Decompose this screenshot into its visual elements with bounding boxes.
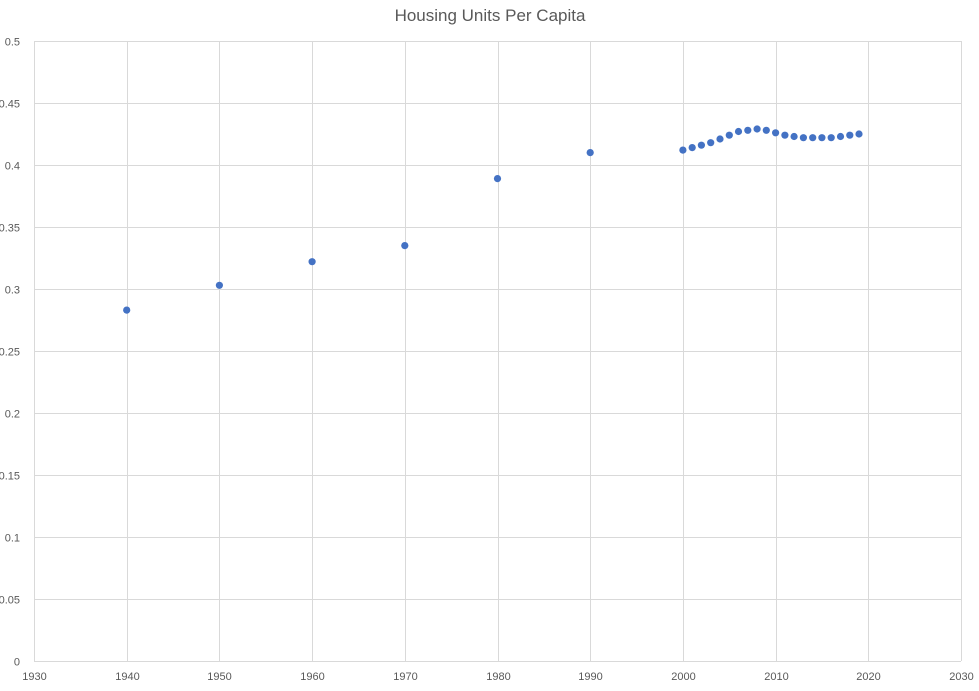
data-point (215, 281, 223, 289)
x-tick-label: 1970 (393, 671, 417, 683)
data-point (790, 132, 798, 141)
y-tick-label: 0.35 (0, 223, 20, 235)
y-tick-label: 0.3 (5, 285, 20, 297)
axes (34, 41, 961, 662)
data-point (772, 129, 780, 137)
data-point (734, 127, 743, 136)
data-point (725, 131, 733, 139)
y-tick-label: 0.05 (0, 595, 20, 607)
x-tick-label: 2030 (949, 671, 973, 683)
x-tick-label: 1930 (22, 671, 46, 683)
data-point (781, 131, 789, 139)
x-tick-label: 1960 (300, 671, 324, 683)
y-tick-label: 0.45 (0, 99, 20, 111)
y-tick-label: 0.1 (5, 533, 20, 545)
data-point (123, 306, 131, 314)
x-tick-label: 1950 (207, 671, 231, 683)
data-point (679, 146, 687, 154)
y-tick-label: 0.15 (0, 471, 20, 483)
x-tick-label: 2000 (671, 671, 695, 683)
data-point (493, 175, 502, 183)
data-point (744, 126, 752, 134)
data-point (697, 141, 706, 149)
data-point (799, 134, 808, 142)
x-tick-label: 1980 (486, 671, 510, 683)
chart-title: Housing Units Per Capita (395, 6, 586, 25)
gridlines (34, 41, 962, 662)
data-point (586, 149, 594, 157)
data-point (855, 130, 863, 138)
data-point (716, 135, 724, 143)
data-point (707, 139, 715, 147)
data-point (401, 242, 409, 250)
x-tick-labels: 1930 1940 1950 1960 1970 1980 1990 2000 2010 2020… (22, 671, 973, 683)
y-tick-label: 0 (14, 657, 20, 669)
y-tick-label: 0.2 (5, 409, 20, 421)
data-point (846, 131, 854, 139)
data-point (688, 144, 696, 152)
x-tick-label: 2010 (764, 671, 788, 683)
y-tick-labels: 0 0.05 0.1 0.15 0.2 0.25 0.3 0.35 0.4 0.45 0.5 (0, 37, 20, 669)
y-tick-label: 0.4 (5, 161, 20, 173)
x-tick-label: 1940 (115, 671, 139, 683)
data-point (308, 258, 316, 266)
data-point (753, 125, 761, 133)
data-points (123, 125, 863, 314)
x-tick-label: 1990 (578, 671, 602, 683)
data-point (809, 134, 817, 142)
data-point (818, 134, 826, 142)
data-point (836, 132, 845, 141)
y-tick-label: 0.25 (0, 347, 20, 359)
data-point (827, 134, 835, 142)
data-point (762, 126, 770, 134)
y-tick-label: 0.5 (5, 37, 20, 49)
x-tick-label: 2020 (856, 671, 880, 683)
